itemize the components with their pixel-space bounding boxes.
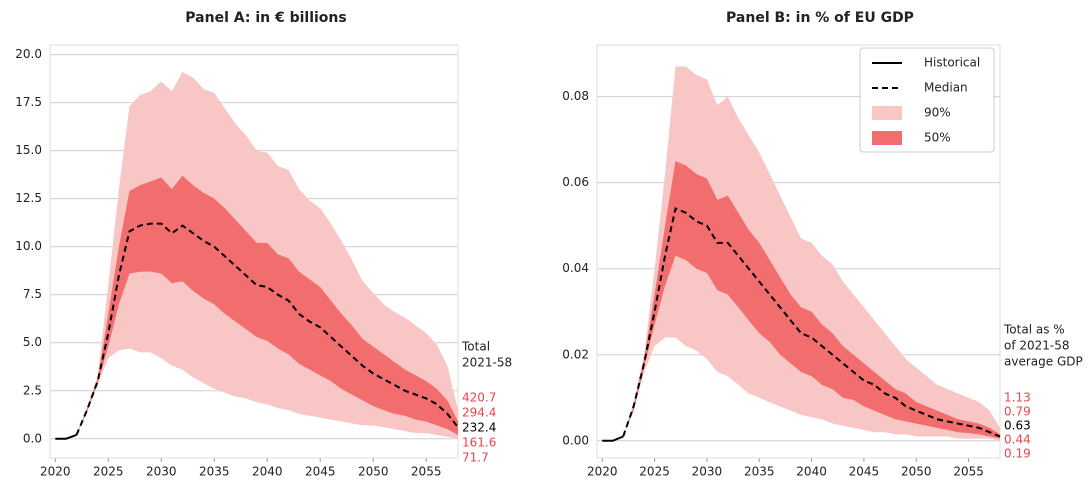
total-value: 1.13 [1004, 391, 1031, 405]
x-tick-label: 2045 [305, 465, 336, 479]
chart-title: Panel A: in € billions [185, 10, 346, 26]
total-value: 0.79 [1004, 405, 1031, 419]
total-value: 294.4 [462, 406, 496, 420]
totals-title: 2021-58 [462, 356, 512, 370]
y-tick-label: 0.06 [562, 175, 589, 189]
series-line [622, 207, 1001, 438]
total-value: 420.7 [462, 391, 496, 405]
x-tick-label: 2020 [587, 465, 618, 479]
total-value: 71.7 [462, 451, 489, 465]
y-tick-label: 7.5 [23, 287, 42, 301]
x-tick-label: 2045 [849, 465, 880, 479]
series-line [75, 222, 459, 436]
chart-title: Panel B: in % of EU GDP [726, 10, 914, 26]
x-tick-label: 2020 [40, 465, 71, 479]
band [623, 66, 1000, 441]
x-tick-label: 2025 [93, 465, 124, 479]
x-tick-label: 2030 [146, 465, 177, 479]
legend-swatch [872, 131, 902, 145]
x-tick-label: 2040 [796, 465, 827, 479]
legend-label: 50% [924, 131, 951, 145]
y-tick-label: 0.02 [562, 347, 589, 361]
band [76, 175, 459, 435]
total-value: 0.44 [1004, 433, 1031, 447]
x-tick-label: 2050 [901, 465, 932, 479]
y-tick-label: 0.0 [23, 431, 42, 445]
legend-label: Historical [924, 56, 980, 70]
y-tick-label: 17.5 [15, 95, 42, 109]
series-line [602, 435, 624, 442]
y-tick-label: 10.0 [15, 239, 42, 253]
totals-title: Total [461, 340, 490, 354]
x-tick-label: 2035 [199, 465, 230, 479]
plot-frame [49, 44, 459, 459]
band [623, 161, 1000, 439]
total-value: 161.6 [462, 436, 496, 450]
plot-frame [596, 44, 1001, 459]
y-tick-label: 2.5 [23, 383, 42, 397]
total-value: 0.63 [1004, 419, 1031, 433]
x-tick-label: 2025 [639, 465, 670, 479]
legend-label: 90% [924, 106, 951, 120]
legend-swatch [872, 106, 902, 120]
series-line [55, 434, 77, 440]
y-tick-label: 12.5 [15, 191, 42, 205]
totals-title: average GDP [1004, 355, 1083, 369]
y-tick-label: 5.0 [23, 335, 42, 349]
totals-title: of 2021-58 [1004, 339, 1070, 353]
totals-title: Total as % [1003, 323, 1065, 337]
total-value: 232.4 [462, 421, 496, 435]
y-tick-label: 0.04 [562, 261, 589, 275]
y-tick-label: 0.08 [562, 89, 589, 103]
y-tick-label: 15.0 [15, 143, 42, 157]
y-tick-label: 20.0 [15, 47, 42, 61]
total-value: 0.19 [1004, 447, 1031, 461]
legend-box [859, 47, 995, 153]
x-tick-label: 2055 [411, 465, 442, 479]
x-tick-label: 2030 [692, 465, 723, 479]
x-tick-label: 2040 [252, 465, 283, 479]
x-tick-label: 2050 [358, 465, 389, 479]
y-tick-label: 0.00 [562, 433, 589, 447]
x-tick-label: 2035 [744, 465, 775, 479]
x-tick-label: 2055 [953, 465, 984, 479]
legend-label: Median [924, 81, 968, 95]
